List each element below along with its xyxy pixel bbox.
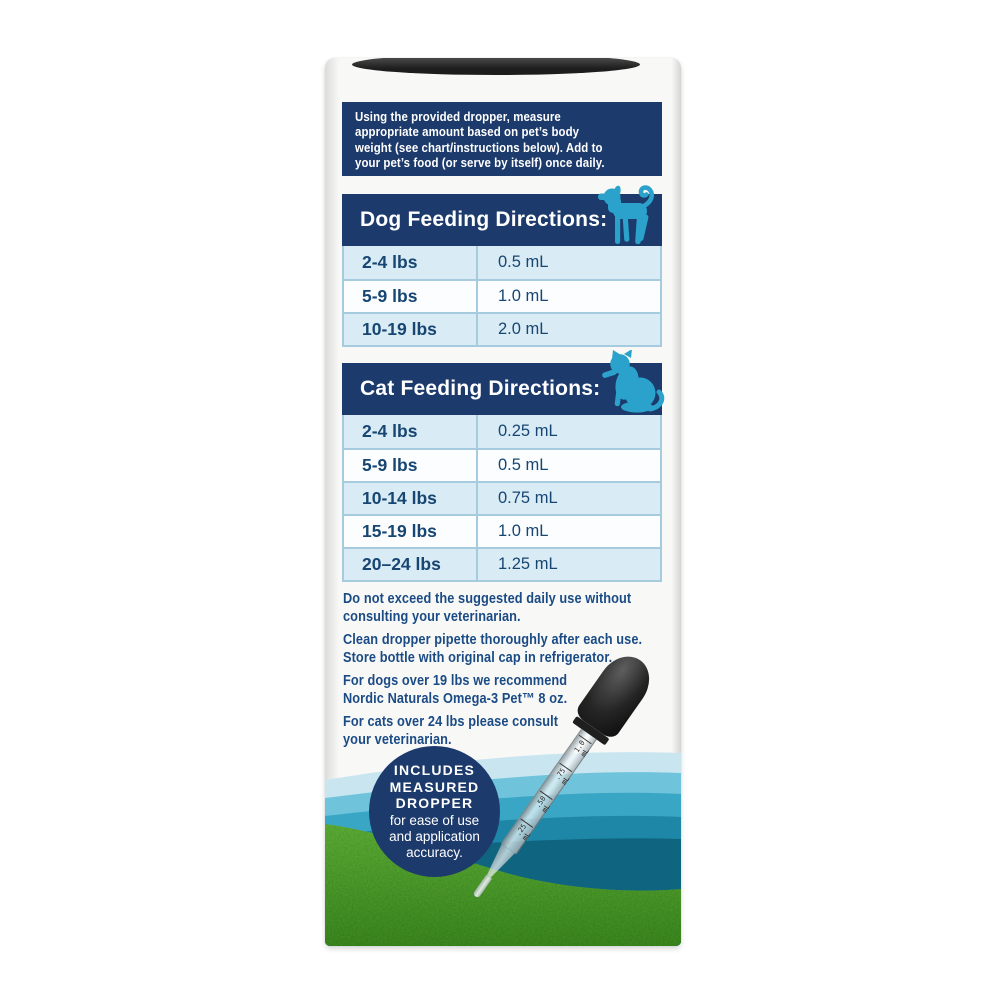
box-right-edge [669, 58, 681, 946]
table-row: 5-9 lbs 1.0 mL [344, 279, 660, 312]
dropper-tip [472, 874, 492, 899]
includes-dropper-badge: INCLUDES MEASURED DROPPER for ease of us… [369, 746, 500, 877]
dropper-marking: .25 mL [514, 818, 533, 842]
dose-cell: 0.5 mL [498, 253, 549, 271]
note-daily-use: Do not exceed the suggested daily use wi… [343, 591, 632, 625]
dose-cell: 0.25 mL [498, 422, 558, 440]
dose-cell: 0.5 mL [498, 456, 549, 474]
weight-cell: 2-4 lbs [344, 415, 478, 448]
cat-feeding-header: Cat Feeding Directions: [342, 350, 665, 415]
cat-feeding-title: Cat Feeding Directions: [360, 377, 601, 400]
note-cats-over-24: For cats over 24 lbs please consult your… [343, 714, 559, 748]
cat-feeding-table: 2-4 lbs 0.25 mL 5-9 lbs 0.5 mL 10-14 lbs… [342, 415, 662, 582]
table-row: 10-19 lbs 2.0 mL [344, 312, 660, 345]
table-row: 20–24 lbs 1.25 mL [344, 547, 660, 580]
cat-icon [602, 350, 668, 418]
dose-cell: 2.0 mL [498, 320, 549, 338]
weight-cell: 5-9 lbs [344, 281, 478, 312]
note-dogs-over-19: For dogs over 19 lbs we recommend Nordic… [343, 673, 568, 707]
weight-cell: 5-9 lbs [344, 450, 478, 481]
weight-cell: 2-4 lbs [344, 246, 478, 279]
badge-bold-text: INCLUDES MEASURED DROPPER [389, 762, 480, 812]
dropper-marking: .75 mL [553, 762, 572, 786]
dropper-marking: .50 mL [533, 790, 553, 814]
dog-icon [598, 182, 658, 246]
dose-cell: 1.25 mL [498, 555, 558, 573]
table-row: 15-19 lbs 1.0 mL [344, 514, 660, 547]
table-row: 2-4 lbs 0.5 mL [344, 246, 660, 279]
dose-cell: 1.0 mL [498, 522, 549, 540]
usage-instructions-text: Using the provided dropper, measure appr… [355, 109, 605, 171]
dog-feeding-table: 2-4 lbs 0.5 mL 5-9 lbs 1.0 mL 10-19 lbs … [342, 246, 662, 347]
note-clean-dropper: Clean dropper pipette thoroughly after e… [343, 632, 643, 666]
box-left-edge [325, 58, 339, 946]
dog-feeding-title: Dog Feeding Directions: [360, 208, 608, 231]
table-row: 5-9 lbs 0.5 mL [344, 448, 660, 481]
usage-instructions-panel: Using the provided dropper, measure appr… [342, 102, 662, 176]
weight-cell: 10-19 lbs [344, 314, 478, 345]
dropper-marking: 1.0 mL [572, 734, 592, 758]
badge-regular-text: for ease of use and application accuracy… [389, 812, 480, 860]
table-row: 10-14 lbs 0.75 mL [344, 481, 660, 514]
table-row: 2-4 lbs 0.25 mL [344, 415, 660, 448]
dose-cell: 1.0 mL [498, 287, 549, 305]
dose-cell: 0.75 mL [498, 489, 558, 507]
package-side-panel: Using the provided dropper, measure appr… [325, 58, 681, 946]
usage-notes: Do not exceed the suggested daily use wi… [343, 591, 681, 755]
weight-cell: 15-19 lbs [344, 516, 478, 547]
box-top-opening [352, 58, 640, 75]
dog-feeding-header: Dog Feeding Directions: [342, 185, 662, 246]
weight-cell: 10-14 lbs [344, 483, 478, 514]
weight-cell: 20–24 lbs [344, 549, 478, 580]
